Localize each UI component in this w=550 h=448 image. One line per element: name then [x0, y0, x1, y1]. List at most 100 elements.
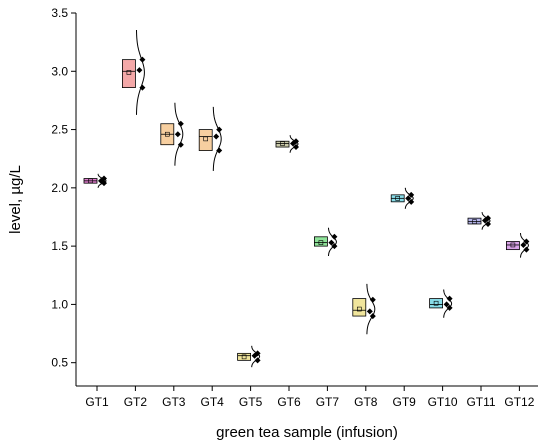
x-tick-label: GT2 — [124, 395, 148, 409]
data-point — [139, 84, 146, 91]
distribution-curve — [135, 30, 145, 115]
x-tick-label: GT7 — [316, 395, 340, 409]
x-tick-label: GT11 — [466, 395, 495, 409]
data-point — [443, 301, 450, 308]
x-axis-label: green tea sample (infusion) — [216, 424, 398, 441]
box-group-gt10 — [429, 289, 453, 318]
mean-marker — [203, 136, 208, 142]
box — [467, 217, 482, 225]
distribution-curve — [174, 102, 184, 166]
data-point — [408, 198, 415, 205]
box-group-gt1 — [83, 173, 107, 188]
data-point — [216, 126, 223, 133]
data-point — [328, 239, 335, 246]
x-tick-label: GT6 — [277, 395, 301, 409]
mean-marker — [126, 70, 132, 75]
data-point — [177, 141, 184, 148]
distribution-curve — [212, 106, 222, 171]
box-group-gt11 — [467, 212, 491, 230]
data-point — [485, 220, 491, 227]
data-point — [523, 238, 530, 245]
box — [198, 129, 213, 151]
x-tick-label: GT8 — [354, 395, 378, 409]
box — [505, 241, 520, 251]
x-tick-label: GT1 — [85, 395, 109, 409]
distribution-curve — [404, 187, 414, 209]
y-axis-ticks: 0.5 1.0 1.5 2.0 2.5 3.0 3.5 — [51, 6, 76, 370]
data-point — [293, 144, 299, 151]
distribution-curve — [443, 289, 453, 318]
box-group-gt5 — [237, 345, 261, 368]
distribution-curve — [251, 345, 261, 368]
mean-marker — [165, 131, 170, 137]
x-tick-label: GT3 — [162, 395, 186, 409]
box-group-gt6 — [275, 135, 299, 153]
data-point — [446, 295, 453, 302]
x-tick-label: GT9 — [393, 395, 417, 409]
data-point — [213, 133, 220, 140]
mean-marker — [472, 219, 477, 224]
box-group-gt2 — [122, 30, 146, 115]
x-tick-label: GT10 — [428, 395, 458, 409]
box-group-gt12 — [505, 233, 530, 258]
distribution-curve — [97, 173, 107, 188]
data-point — [136, 67, 143, 74]
mean-marker — [510, 242, 516, 248]
data-point — [520, 241, 527, 248]
data-point — [331, 233, 338, 240]
mean-marker — [395, 196, 401, 201]
distribution-curve — [327, 227, 337, 257]
y-tick-label: 1.0 — [51, 297, 68, 311]
data-point — [254, 357, 261, 364]
data-point — [101, 175, 107, 182]
data-point — [405, 195, 412, 202]
box-group-gt3 — [160, 102, 184, 166]
data-point — [139, 56, 146, 63]
axes — [75, 13, 538, 387]
y-tick-label: 3.5 — [51, 6, 68, 20]
data-point — [369, 296, 376, 303]
mean-marker — [356, 306, 362, 312]
box-group-gt7 — [313, 227, 338, 257]
box-group-gt8 — [352, 283, 376, 335]
data-point — [174, 131, 181, 138]
data-point — [408, 191, 415, 198]
box-group-gt9 — [390, 187, 415, 209]
distribution-curve — [366, 283, 376, 335]
distribution-curve — [289, 135, 299, 153]
data-point — [331, 243, 338, 250]
distribution-curve — [519, 233, 529, 258]
data-point — [254, 350, 261, 357]
y-tick-label: 0.5 — [51, 356, 68, 370]
x-tick-label: GT5 — [239, 395, 263, 409]
plot-area — [83, 30, 530, 368]
y-tick-label: 2.0 — [51, 181, 68, 195]
box — [429, 298, 444, 309]
mean-marker — [280, 141, 285, 146]
data-point — [177, 120, 184, 127]
box — [313, 236, 328, 247]
data-point — [369, 313, 376, 320]
y-tick-label: 3.0 — [51, 64, 68, 78]
box — [237, 352, 252, 361]
mean-marker — [241, 354, 247, 360]
distribution-curve — [481, 212, 491, 230]
data-point — [523, 246, 530, 253]
y-tick-label: 2.5 — [51, 123, 68, 137]
mean-marker — [433, 300, 439, 306]
x-tick-label: GT4 — [201, 395, 225, 409]
data-point — [216, 147, 223, 154]
data-point — [293, 138, 299, 145]
mean-marker — [318, 240, 324, 245]
x-tick-label: GT12 — [504, 395, 534, 409]
y-tick-label: 1.5 — [51, 239, 68, 253]
x-axis-ticks: GT1 GT2 GT3 GT4 GT5 GT6 GT7 GT8 GT9 GT10 GT11 GT12 — [85, 386, 535, 409]
mean-marker — [88, 178, 93, 184]
data-point — [485, 215, 491, 222]
box — [122, 59, 136, 89]
box — [275, 140, 290, 148]
y-axis-label: level, µg/L — [7, 165, 24, 234]
data-point — [446, 304, 453, 311]
data-point — [366, 308, 373, 315]
